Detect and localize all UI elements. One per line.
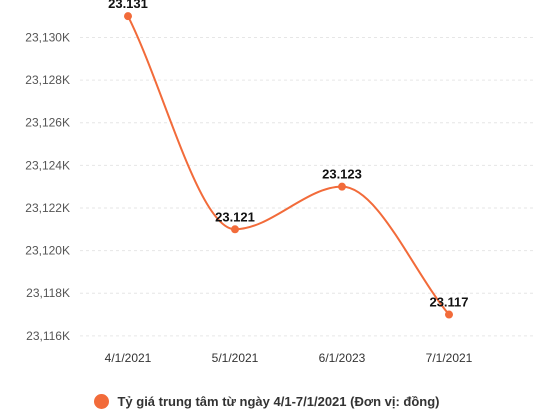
data-point[interactable]: [338, 182, 346, 191]
legend[interactable]: Tỷ giá trung tâm từ ngày 4/1-7/1/2021 (Đ…: [0, 390, 534, 412]
grid-lines: [80, 36, 534, 337]
y-tick-label: 23,118K: [26, 286, 70, 300]
x-tick-label: 6/1/2023: [319, 351, 366, 365]
y-tick-label: 23,124K: [25, 158, 70, 172]
y-tick-label: 23,116K: [26, 329, 70, 343]
x-tick-label: 7/1/2021: [426, 351, 473, 365]
series-group: [124, 12, 453, 319]
y-tick-label: 23,128K: [25, 73, 70, 87]
series-line: [127, 15, 450, 316]
legend-marker-icon: [94, 393, 110, 409]
y-tick-label: 23,130K: [25, 30, 70, 44]
data-label: 23.121: [215, 209, 255, 224]
x-axis: 4/1/2021 5/1/2021 6/1/2023 7/1/2021: [105, 351, 473, 365]
legend-label: Tỷ giá trung tâm từ ngày 4/1-7/1/2021 (Đ…: [117, 393, 440, 409]
data-point[interactable]: [231, 225, 239, 234]
y-axis: 23,116K 23,118K 23,120K 23,122K 23,124K 23,12…: [25, 30, 70, 342]
data-labels: 23.131 23.121 23.123 23.117: [108, 0, 468, 310]
y-tick-label: 23,120K: [25, 244, 70, 258]
data-label: 23.123: [322, 167, 362, 182]
data-point[interactable]: [445, 310, 453, 319]
x-tick-label: 5/1/2021: [212, 351, 259, 365]
data-label: 23.117: [429, 295, 468, 310]
x-tick-label: 4/1/2021: [105, 351, 152, 365]
data-label: 23.131: [108, 0, 148, 11]
data-point[interactable]: [124, 12, 132, 21]
y-tick-label: 23,126K: [25, 116, 70, 130]
y-tick-label: 23,122K: [25, 201, 70, 215]
